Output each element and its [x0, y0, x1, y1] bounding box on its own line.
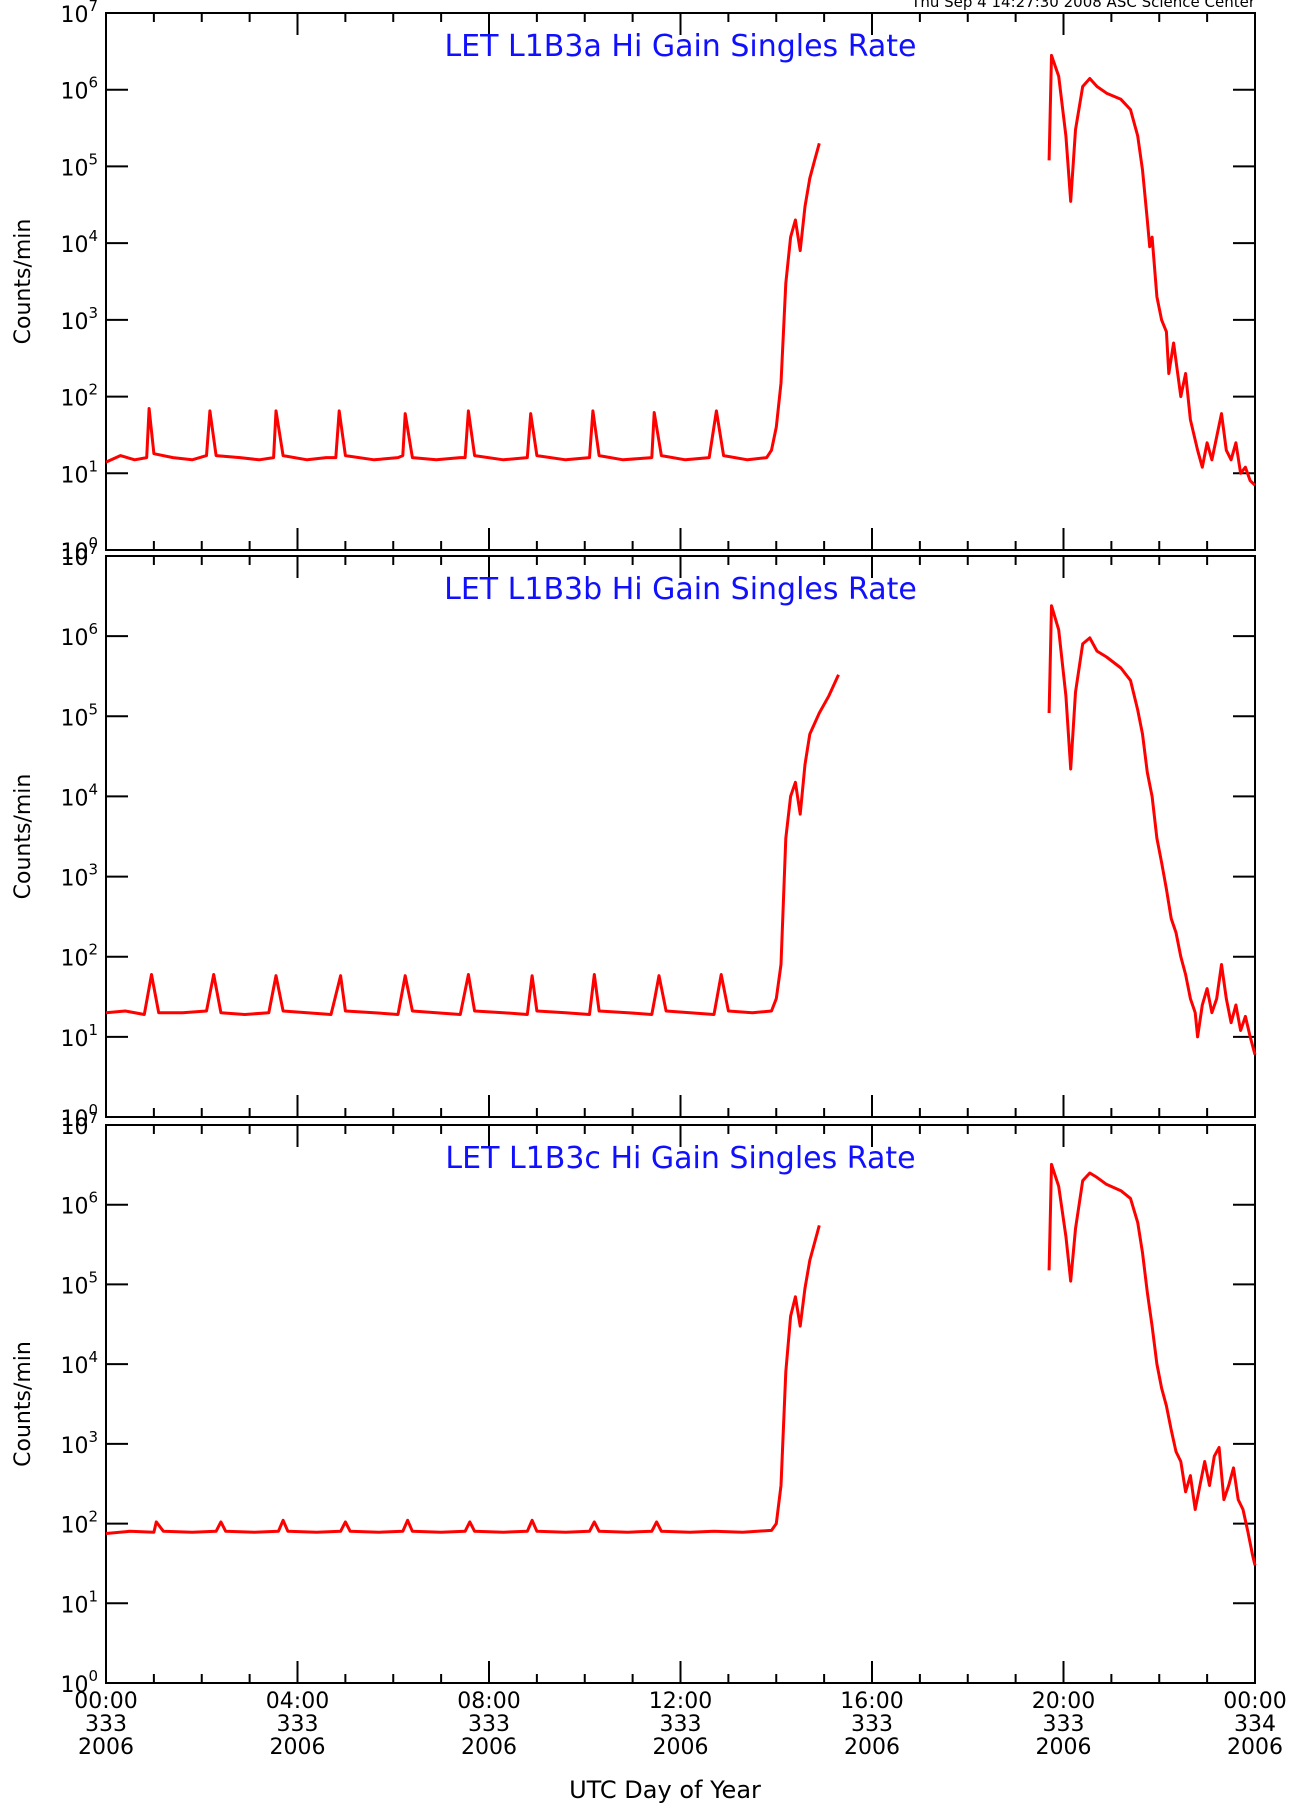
- y-tick-label: 100: [60, 1101, 98, 1132]
- x-tick-label: 333: [851, 1712, 893, 1737]
- panel-title: LET L1B3a Hi Gain Singles Rate: [444, 29, 916, 64]
- x-tick-label: 333: [277, 1712, 319, 1737]
- x-tick-label: 04:00: [266, 1689, 329, 1714]
- series-line: [105, 1225, 821, 1535]
- plot-frame: [105, 1124, 1256, 1684]
- timestamp-stamp: Thu Sep 4 14:27:30 2008 ASC Science Cent…: [910, 0, 1256, 11]
- x-tick-label: 2006: [844, 1735, 900, 1760]
- x-tick-label: 334: [1234, 1712, 1276, 1737]
- x-tick-label: 2006: [1227, 1735, 1283, 1760]
- y-tick-label: 104: [60, 780, 98, 811]
- y-axis-label: Counts/min: [11, 1341, 36, 1467]
- series-line: [1047, 53, 1257, 487]
- y-tick-label: 103: [60, 861, 98, 892]
- y-tick-label: 103: [60, 304, 98, 335]
- panel-title: LET L1B3c Hi Gain Singles Rate: [445, 1141, 915, 1176]
- y-tick-label: 106: [60, 1189, 98, 1220]
- y-tick-label: 101: [60, 1587, 98, 1618]
- y-tick-label: 103: [60, 1428, 98, 1459]
- y-tick-label: 107: [60, 540, 98, 571]
- x-tick-label: 333: [468, 1712, 510, 1737]
- x-tick-label: 00:00: [74, 1689, 137, 1714]
- x-tick-label: 2006: [270, 1735, 326, 1760]
- y-tick-label: 100: [60, 534, 98, 565]
- series-line: [105, 142, 821, 464]
- y-tick-label: 107: [60, 1109, 98, 1140]
- panel-title: LET L1B3b Hi Gain Singles Rate: [444, 572, 917, 607]
- y-tick-label: 106: [60, 620, 98, 651]
- plot-frame: [105, 555, 1256, 1118]
- x-tick-label: 2006: [461, 1735, 517, 1760]
- x-tick-label: 333: [660, 1712, 702, 1737]
- panel-3: 100 101 102 103 104 105 106 107 LET L1B3c Hi Gai…: [11, 1109, 1257, 1698]
- x-tick-label: 08:00: [457, 1689, 520, 1714]
- panel-1: 100 101 102 103 104 105 106 107 LET L1B3a Hi Gai…: [11, 0, 1257, 565]
- y-tick-label: 105: [60, 1268, 98, 1299]
- x-tick-label: 333: [85, 1712, 127, 1737]
- x-tick-label: 20:00: [1032, 1689, 1095, 1714]
- x-tick-label: 2006: [653, 1735, 709, 1760]
- x-tick-label: 12:00: [649, 1689, 712, 1714]
- x-tick-label: 00:00: [1223, 1689, 1286, 1714]
- y-tick-label: 107: [60, 0, 98, 28]
- y-tick-label: 104: [60, 227, 98, 258]
- y-axis-label: Counts/min: [11, 219, 36, 345]
- y-tick-label: 101: [60, 1021, 98, 1052]
- series-line: [1047, 1162, 1257, 1566]
- y-tick-label: 105: [60, 150, 98, 181]
- y-tick-label: 102: [60, 381, 98, 412]
- y-tick-label: 102: [60, 1508, 98, 1539]
- y-tick-label: 101: [60, 457, 98, 488]
- x-tick-label: 2006: [78, 1735, 134, 1760]
- series-line: [1047, 604, 1257, 1055]
- x-tick-labels: 00:00333200604:00333200608:00333200612:0…: [74, 1689, 1286, 1760]
- y-tick-label: 105: [60, 700, 98, 731]
- y-tick-label: 102: [60, 941, 98, 972]
- x-tick-label: 333: [1043, 1712, 1085, 1737]
- panel-2: 100 101 102 103 104 105 106 107 LET L1B3b Hi Gai…: [11, 540, 1257, 1132]
- y-tick-label: 100: [60, 1667, 98, 1698]
- chart-panels: 100 101 102 103 104 105 106 107 LET L1B3a Hi Gai…: [11, 0, 1287, 1760]
- x-tick-label: 2006: [1036, 1735, 1092, 1760]
- series-line: [105, 674, 840, 1016]
- x-axis-label: UTC Day of Year: [569, 1776, 761, 1804]
- y-axis-label: Counts/min: [11, 774, 36, 900]
- y-tick-label: 104: [60, 1348, 98, 1379]
- y-tick-label: 106: [60, 74, 98, 105]
- x-tick-label: 16:00: [840, 1689, 903, 1714]
